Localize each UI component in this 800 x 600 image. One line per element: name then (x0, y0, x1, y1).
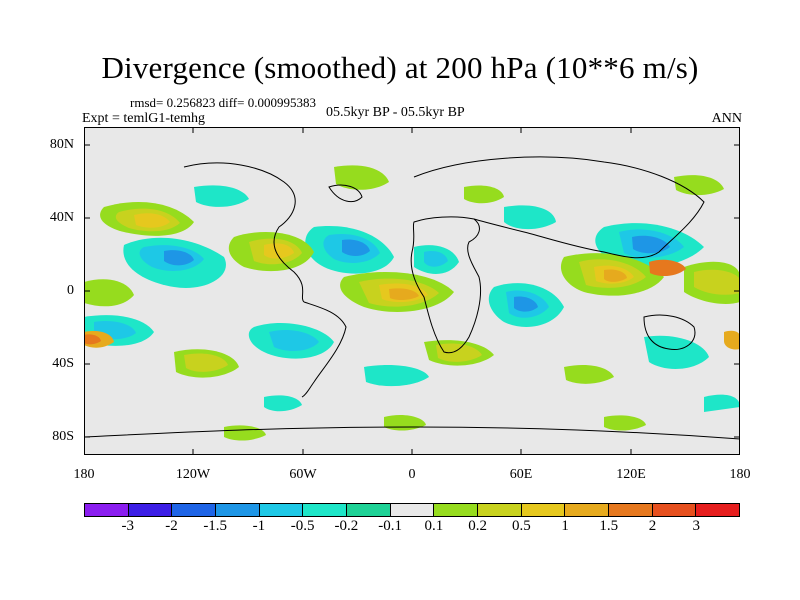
colorbar-label: 0.2 (468, 518, 487, 534)
colorbar-label: -3 (121, 518, 134, 534)
colorbar-swatch (85, 504, 129, 516)
colorbar-swatch (259, 504, 304, 516)
lon-label-60w: 60W (289, 467, 317, 482)
colorbar-label: 0.5 (511, 518, 531, 534)
stats-text: rmsd= 0.256823 diff= 0.000995383 (130, 95, 316, 110)
colorbar-label: -0.1 (378, 518, 402, 534)
colorbar (84, 503, 740, 517)
colorbar-label: 0.1 (424, 518, 444, 534)
period-label: 05.5kyr BP - 05.5kyr BP (326, 105, 465, 120)
lon-label-60e: 60E (509, 467, 533, 482)
colorbar-label: -0.2 (334, 518, 359, 534)
colorbar-label: -1 (252, 518, 266, 534)
colorbar-label: -0.5 (290, 518, 315, 534)
lat-label-0: 0 (67, 283, 74, 298)
colorbar-swatch (303, 504, 348, 516)
figure-title: Divergence (smoothed) at 200 hPa (10**6 … (101, 50, 699, 85)
colorbar-swatch (565, 504, 610, 516)
colorbar-swatch (696, 504, 740, 516)
colorbar-swatch (434, 504, 479, 516)
colorbar-swatch (347, 504, 391, 516)
colorbar-label: 1.5 (599, 518, 619, 534)
colorbar-swatch (172, 504, 217, 516)
contour-fields (84, 165, 740, 441)
experiment-label: Expt = temlG1-temhg (82, 111, 205, 126)
season-label: ANN (711, 111, 742, 126)
map-ticks (84, 127, 740, 455)
colorbar-swatch (652, 504, 697, 516)
lat-label-40n: 40N (49, 210, 74, 225)
lat-label-40s: 40S (52, 356, 74, 371)
lon-label-120e: 120E (616, 467, 646, 482)
colorbar-label: 3 (692, 518, 701, 534)
lon-label-180w: 180 (73, 467, 95, 482)
colorbar-swatch (521, 504, 566, 516)
colorbar-swatch (390, 504, 435, 516)
coastlines (84, 156, 740, 440)
colorbar-label: -1.5 (203, 518, 228, 534)
lon-label-120w: 120W (175, 467, 211, 482)
colorbar-label: 1 (561, 518, 569, 534)
lat-label-80s: 80S (52, 429, 74, 444)
colorbar-swatch (216, 504, 260, 516)
lon-label-180e: 180 (729, 467, 751, 482)
colorbar-label: 2 (648, 518, 657, 534)
lon-label-0: 0 (408, 467, 416, 482)
lat-label-80n: 80N (49, 137, 74, 152)
colorbar-swatch (128, 504, 173, 516)
colorbar-label: -2 (165, 518, 178, 534)
colorbar-swatch (609, 504, 653, 516)
divergence-map (84, 127, 740, 455)
colorbar-swatch (478, 504, 522, 516)
